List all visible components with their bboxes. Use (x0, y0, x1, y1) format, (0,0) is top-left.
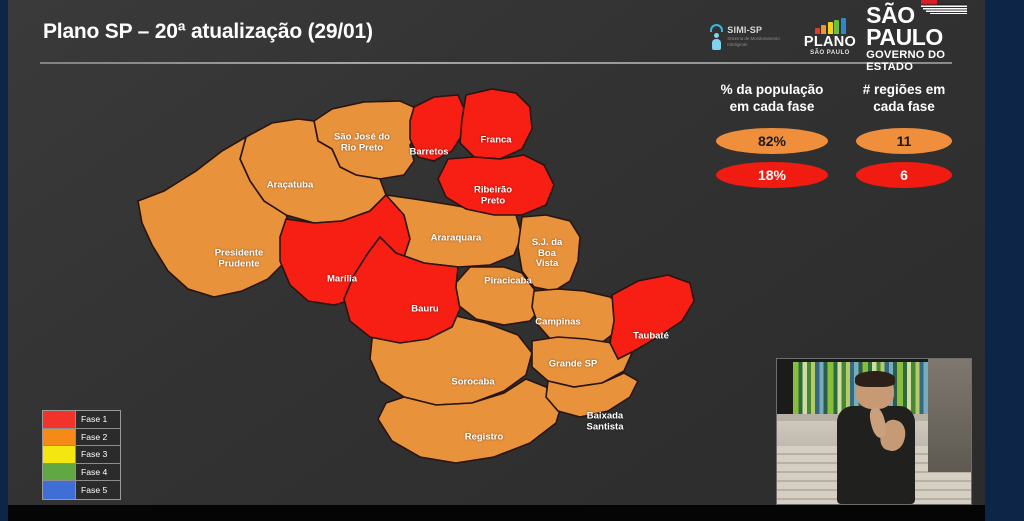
bottom-letterbox (8, 505, 985, 521)
interpreter-figure (835, 370, 916, 504)
sao-paulo-state-map: São José do Rio Preto Araçatuba Presiden… (118, 75, 698, 495)
stat-heading-population: % da população em cada fase (720, 82, 824, 114)
map-region-franca[interactable] (459, 88, 533, 160)
logo-bar: SIMI-SP Sistema de Monitoramento Intelig… (708, 0, 985, 73)
map-svg (137, 88, 695, 464)
legend-label-fase-5: Fase 5 (81, 485, 108, 496)
legend-swatch-fase-4 (43, 463, 76, 481)
stats-panel: % da população em cada fase 82% 18% # re… (708, 82, 956, 196)
stat-pill-population-fase1: 18% (716, 161, 828, 188)
stat-pill-population-fase2: 82% (716, 127, 828, 154)
legend-swatch-fase-5 (43, 481, 76, 499)
phase-legend: Fase 1 Fase 2 Fase 3 Fase 4 Fase 5 (42, 410, 121, 500)
stat-column-regions: # regiões em cada fase 11 6 (852, 82, 956, 196)
presentation-slide: Plano SP – 20ª atualização (29/01) SIMI-… (8, 0, 985, 505)
logo-simi-subtitle: Sistema de Monitoramento Inteligente (727, 36, 780, 48)
stat-pill-regions-fase2: 11 (856, 127, 952, 154)
map-region-registro[interactable] (377, 378, 563, 464)
wifi-person-icon (708, 23, 723, 51)
title-divider (40, 62, 952, 64)
stat-heading-regions: # regiões em cada fase (862, 82, 946, 114)
legend-item-fase-1[interactable]: Fase 1 (43, 411, 120, 429)
map-region-sj-da-boa-vista[interactable] (517, 214, 581, 292)
legend-label-fase-1: Fase 1 (81, 414, 108, 425)
legend-swatch-fase-2 (43, 428, 76, 446)
map-region-baixada-santista[interactable] (545, 372, 640, 418)
legend-swatch-fase-1 (43, 411, 76, 428)
map-region-bauru[interactable] (343, 235, 461, 344)
legend-label-fase-3: Fase 3 (81, 449, 108, 460)
logo-governo-name: SÃO PAULO (866, 2, 943, 51)
legend-swatch-fase-3 (43, 446, 76, 463)
legend-item-fase-5[interactable]: Fase 5 (43, 481, 120, 499)
video-scene (777, 359, 971, 504)
logo-plano-name: PLANO (803, 33, 857, 50)
logo-governo-subtitle: GOVERNO DO ESTADO (866, 49, 946, 74)
logo-governo-sp: SÃO PAULO GOVERNO DO ESTADO (866, 0, 985, 73)
logo-simi-name: SIMI-SP (727, 24, 763, 35)
map-region-barretos[interactable] (409, 94, 467, 162)
legend-label-fase-4: Fase 4 (81, 467, 108, 478)
map-region-taubate[interactable] (609, 274, 695, 361)
sp-flag-icon (921, 0, 967, 15)
legend-label-fase-2: Fase 2 (81, 431, 108, 442)
map-region-grande-sp[interactable] (531, 336, 634, 388)
map-region-ribeirao-preto[interactable] (437, 154, 555, 216)
bar-chart-icon (814, 17, 846, 34)
sign-language-interpreter-video[interactable] (776, 358, 972, 505)
stat-column-population: % da população em cada fase 82% 18% (708, 82, 836, 196)
legend-item-fase-4[interactable]: Fase 4 (43, 463, 120, 482)
legend-item-fase-2[interactable]: Fase 2 (43, 428, 120, 447)
logo-plano-sao-paulo: PLANO SÃO PAULO (803, 17, 857, 57)
stat-pill-regions-fase1: 6 (856, 161, 952, 188)
legend-item-fase-3[interactable]: Fase 3 (43, 446, 120, 464)
page-title: Plano SP – 20ª atualização (29/01) (43, 20, 373, 43)
logo-plano-subtitle: SÃO PAULO (810, 50, 850, 57)
logo-simi-sp: SIMI-SP Sistema de Monitoramento Intelig… (708, 23, 794, 51)
